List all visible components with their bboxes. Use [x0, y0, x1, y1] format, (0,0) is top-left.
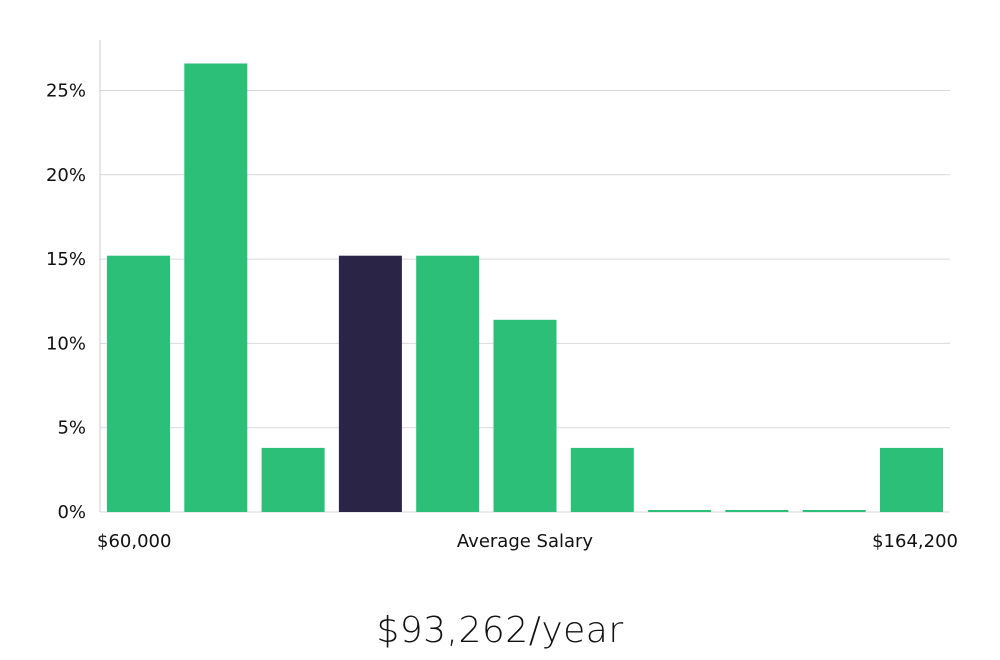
- y-tick-label: 20%: [46, 165, 86, 186]
- bar: [880, 447, 943, 512]
- x-max-label: $164,200: [872, 531, 958, 552]
- bar-highlighted: [338, 255, 402, 512]
- y-tick-label: 15%: [46, 249, 86, 270]
- salary-histogram: 0%5%10%15%20%25% $60,000 Average Salary …: [46, 40, 958, 552]
- y-tick-label: 0%: [57, 502, 86, 523]
- bar: [648, 510, 712, 512]
- x-min-label: $60,000: [97, 531, 171, 552]
- bars: [107, 63, 943, 512]
- bar: [802, 510, 866, 512]
- bar: [570, 447, 634, 512]
- bar: [725, 510, 789, 512]
- y-tick-label: 5%: [57, 418, 86, 439]
- x-axis-label: Average Salary: [457, 531, 594, 552]
- y-tick-label: 10%: [46, 333, 86, 354]
- bar: [493, 319, 557, 512]
- y-tick-label: 25%: [46, 81, 86, 102]
- bar: [261, 447, 325, 512]
- bar: [416, 255, 480, 512]
- bar: [184, 63, 248, 512]
- bar: [107, 255, 170, 512]
- y-tick-labels: 0% 5% 10% 15% 20% 25%: [46, 81, 86, 524]
- average-salary-value: $93,262/year: [376, 610, 624, 651]
